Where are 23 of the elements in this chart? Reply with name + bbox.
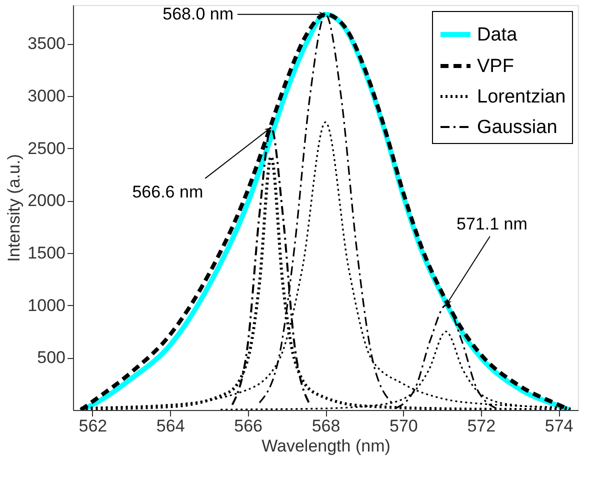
x-tick-label: 564: [156, 416, 185, 436]
annotation: 571.1 nm: [456, 214, 528, 234]
x-tick-label: 562: [78, 416, 108, 436]
legend-label: Data: [477, 24, 518, 46]
y-tick-label: 500: [37, 348, 66, 368]
y-tick-label: 3500: [28, 34, 66, 54]
y-tick-label: 1000: [28, 296, 66, 315]
y-axis-title: Intensity (a.u.): [4, 154, 24, 262]
x-axis-title: Wavelength (nm): [262, 436, 390, 456]
legend-label: Gaussian: [477, 117, 558, 138]
y-tick-label: 3000: [28, 86, 66, 106]
annotation: 566.6 nm: [132, 182, 204, 202]
y-tick-label: 1500: [28, 244, 66, 263]
x-tick-label: 570: [390, 416, 418, 436]
x-tick-label: 572: [467, 416, 496, 436]
annotation: 568.0 nm: [162, 4, 234, 24]
y-tick-label: 2500: [28, 138, 66, 158]
x-tick-label: 574: [544, 416, 574, 436]
legend-label: VPF: [477, 56, 514, 77]
y-tick-label: 2000: [28, 191, 66, 210]
x-tick-label: 566: [234, 416, 262, 436]
x-tick-label: 568: [312, 416, 340, 436]
legend-label: Lorentzian: [477, 86, 566, 108]
